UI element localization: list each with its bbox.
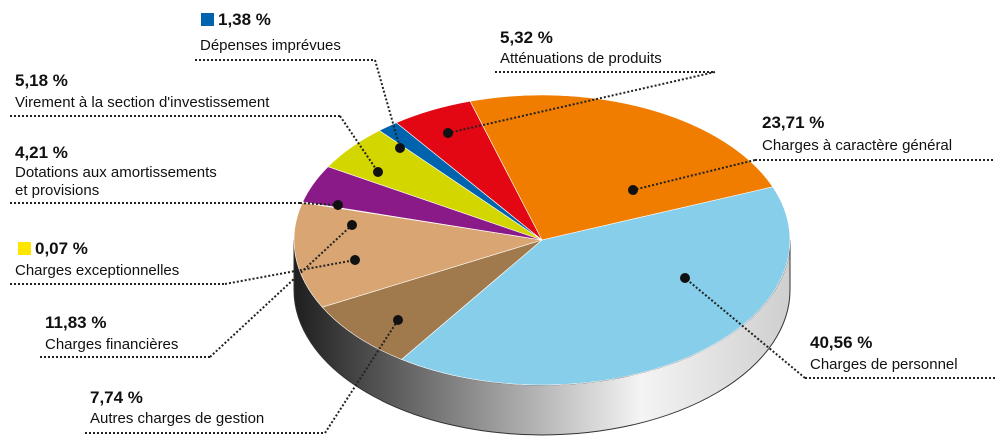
leader-dot (393, 315, 403, 325)
category-label: Atténuations de produits (500, 50, 662, 67)
leader-dot (628, 185, 638, 195)
value-label: 4,21 % (15, 143, 68, 162)
pie-slice (378, 122, 543, 241)
leader-dot (680, 273, 690, 283)
leader-line (374, 59, 401, 149)
category-label: Virement à la section d'investissement (15, 94, 270, 111)
legend-square (18, 242, 31, 255)
pie-slice (400, 186, 791, 386)
leader-dot (373, 167, 383, 177)
leader-line (324, 319, 399, 434)
leader-line (632, 159, 756, 191)
category-label: Charges exceptionnelles (15, 262, 180, 279)
category-label: Charges financières (45, 336, 179, 353)
leader-dot (443, 128, 453, 138)
pie-slice (469, 94, 774, 241)
leader-line (447, 71, 716, 134)
pie-slice (321, 239, 543, 360)
value-label: 0,07 % (35, 239, 88, 258)
leader-line (339, 115, 379, 173)
leader-dot (395, 143, 405, 153)
leader-dot (350, 255, 360, 265)
category-label: Charges à caractère général (762, 137, 953, 154)
leader-dot (333, 200, 343, 210)
value-label: 23,71 % (762, 113, 825, 132)
value-label: 5,32 % (500, 28, 553, 47)
category-label: Autres charges de gestion (90, 410, 265, 427)
pie-slice (293, 202, 543, 308)
category-label: Dotations aux amortissements et provisio… (15, 164, 217, 199)
value-label: 5,18 % (15, 71, 68, 90)
value-label: 1,38 % (218, 10, 271, 29)
category-label: Dépenses imprévues (200, 37, 341, 54)
category-label: Charges de personnel (810, 356, 958, 373)
value-label: 11,83 % (45, 313, 107, 332)
leader-dot (347, 220, 357, 230)
legend-square (201, 13, 214, 26)
leader-line (209, 224, 353, 358)
value-label: 40,56 % (810, 333, 873, 352)
value-label: 7,74 % (90, 388, 143, 407)
